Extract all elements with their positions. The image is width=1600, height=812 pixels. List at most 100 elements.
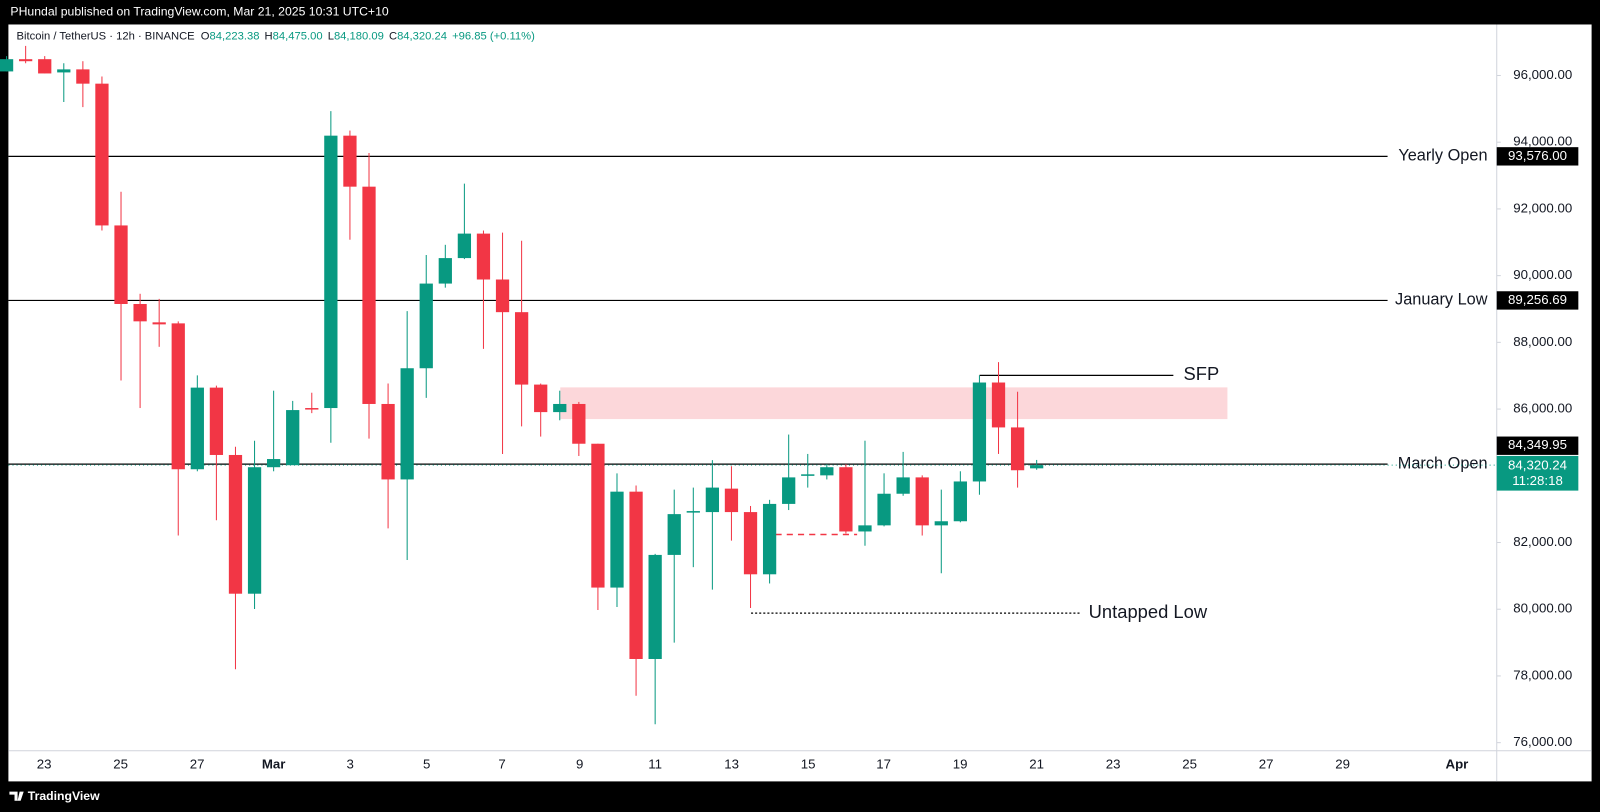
last-price-label: 84,320.24: [1508, 458, 1567, 473]
candle-body: [171, 323, 185, 470]
candle-body: [1030, 465, 1044, 469]
x-tick-label: 17: [876, 757, 891, 772]
level-label-box: [1496, 147, 1579, 166]
x-tick-label: 5: [423, 757, 430, 772]
y-tick-label: 96,000.00: [1513, 67, 1572, 82]
candle-body: [934, 521, 948, 526]
x-tick-label: 25: [1182, 757, 1197, 772]
y-tick-label: 86,000.00: [1513, 401, 1572, 416]
last-price-box: [1496, 455, 1579, 491]
y-tick-label: 90,000.00: [1513, 267, 1572, 282]
candle-body: [972, 382, 987, 482]
x-tick-label: Apr: [1446, 757, 1469, 772]
level-name: March Open: [1398, 454, 1488, 472]
level-label-box: [1496, 436, 1579, 455]
candle-body: [724, 488, 739, 513]
brand-logo: [9, 791, 24, 801]
candle-body: [76, 69, 90, 84]
candle-body: [858, 525, 872, 532]
candle-body: [209, 387, 224, 455]
candle-body: [95, 83, 109, 226]
ohlc-value: 84,475.00: [273, 31, 323, 43]
x-tick-label: 25: [113, 757, 128, 772]
candle-body: [0, 59, 14, 72]
candle-body: [610, 491, 624, 588]
candle-body: [19, 59, 33, 62]
candle-body: [190, 387, 204, 470]
candle-body: [38, 59, 52, 74]
candle-body: [877, 493, 891, 526]
ohlc-key: O: [201, 31, 210, 43]
candle-body: [705, 487, 720, 513]
x-tick-label: 23: [1106, 757, 1121, 772]
y-tick-label: 76,000.00: [1513, 734, 1572, 749]
candle-body: [228, 454, 243, 594]
x-tick-label: 19: [953, 757, 968, 772]
candle-body: [419, 283, 433, 369]
candle-body: [896, 477, 910, 494]
candle-body: [762, 503, 777, 575]
publisher: PHundal published on TradingView.com, Ma…: [10, 4, 388, 18]
annotation-text: Untapped Low: [1089, 601, 1208, 622]
candle-body: [743, 512, 758, 575]
candle-body: [782, 477, 796, 504]
ohlc-value: 84,223.38: [210, 31, 260, 43]
level-name: January Low: [1395, 291, 1488, 309]
candle-body: [839, 467, 853, 532]
ohlc-key: L: [328, 31, 334, 43]
ohlc-value: 84,180.09: [334, 31, 384, 43]
zone: [560, 387, 1228, 420]
y-tick-label: 82,000.00: [1513, 534, 1572, 549]
candle-body: [247, 467, 262, 594]
candle-body: [133, 303, 147, 322]
candle-body: [343, 135, 357, 187]
candle-body: [686, 511, 700, 513]
candle-body: [915, 477, 929, 526]
candle-body: [381, 403, 395, 480]
x-tick-label: 13: [724, 757, 739, 772]
candle-body: [820, 467, 834, 476]
level-name: Yearly Open: [1398, 147, 1487, 165]
candle-body: [57, 69, 71, 73]
y-tick-label: 80,000.00: [1513, 601, 1572, 616]
candle-body: [114, 225, 128, 304]
level-label: 93,576.00: [1508, 148, 1567, 163]
candle-body: [495, 279, 510, 313]
ohlc-value: 84,320.24: [397, 31, 447, 43]
candle-body: [534, 384, 548, 413]
y-tick-label: 94,000.00: [1513, 134, 1572, 149]
candle-body: [476, 233, 491, 280]
candle-body: [648, 554, 662, 659]
x-tick-label: 7: [498, 757, 505, 772]
x-tick-label: 11: [648, 757, 662, 772]
x-tick-label: 27: [1259, 757, 1274, 772]
candle-body: [305, 408, 319, 410]
level-label-box: [1496, 291, 1579, 310]
level-label: 84,349.95: [1508, 437, 1567, 452]
brand: TradingView: [9, 789, 100, 803]
x-tick-label: 3: [346, 757, 353, 772]
y-tick-label: 92,000.00: [1513, 200, 1572, 215]
candle-body: [438, 258, 452, 284]
candle-body: [991, 382, 1006, 428]
ohlc-key: C: [389, 31, 397, 43]
candle-body: [1010, 427, 1025, 471]
candle-body: [362, 186, 376, 404]
y-tick-label: 78,000.00: [1513, 667, 1572, 682]
candle-body: [953, 481, 967, 522]
x-tick-label: 27: [190, 757, 205, 772]
x-tick-label: 15: [801, 757, 816, 772]
countdown: 11:28:18: [1512, 473, 1563, 488]
level-label: 89,256.69: [1508, 292, 1567, 307]
annotation-text: SFP: [1184, 363, 1220, 384]
x-tick-label: Mar: [262, 757, 286, 772]
x-tick-label: 23: [37, 757, 52, 772]
x-tick-label: 29: [1335, 757, 1350, 772]
candle-body: [629, 491, 643, 659]
y-tick-label: 88,000.00: [1513, 334, 1572, 349]
candle-body: [801, 474, 815, 476]
candle-body: [152, 322, 166, 325]
candle-body: [591, 443, 605, 588]
